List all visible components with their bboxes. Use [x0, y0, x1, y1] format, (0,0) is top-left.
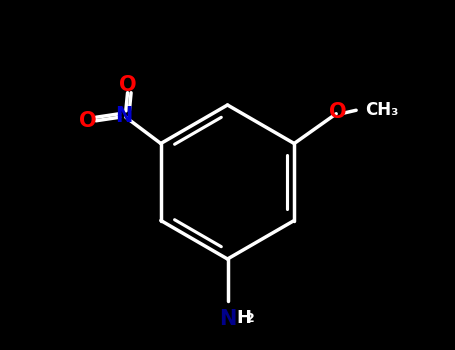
Text: N: N	[219, 309, 236, 329]
Text: CH₃: CH₃	[365, 101, 398, 119]
Text: 2: 2	[246, 312, 254, 324]
Text: O: O	[79, 111, 97, 131]
Text: H: H	[236, 309, 251, 327]
Text: N: N	[116, 105, 133, 126]
Text: O: O	[119, 75, 136, 95]
Text: O: O	[329, 102, 347, 122]
